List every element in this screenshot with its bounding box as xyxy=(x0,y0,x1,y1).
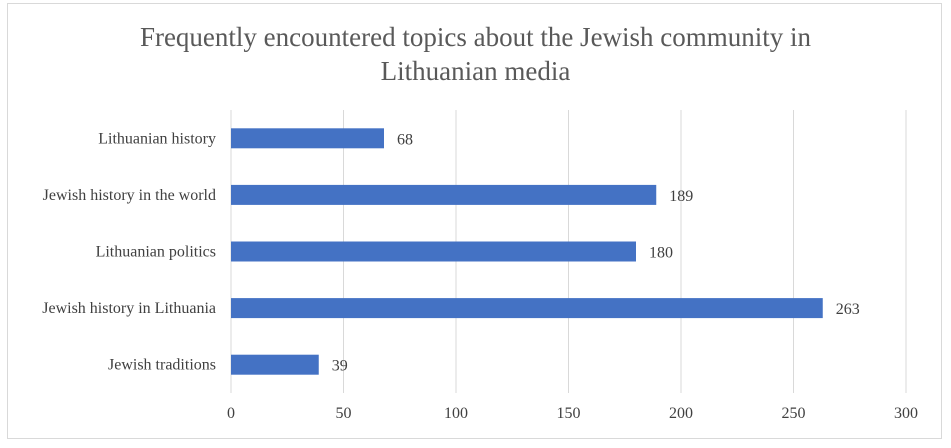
category-label: Jewish history in Lithuania xyxy=(42,300,216,317)
data-label: 180 xyxy=(649,245,673,262)
chart-title-line-2: Lithuanian media xyxy=(380,56,571,86)
data-label: 39 xyxy=(332,358,348,375)
chart-title-line-1: Frequently encountered topics about the … xyxy=(139,22,812,52)
bar xyxy=(231,241,636,262)
chart-title: Frequently encountered topics about the … xyxy=(0,20,951,88)
x-tick-label: 200 xyxy=(669,405,693,422)
bar xyxy=(231,298,823,319)
chart-frame xyxy=(7,3,942,439)
bar xyxy=(231,354,319,375)
x-tick-label: 50 xyxy=(336,405,352,422)
x-tick-label: 150 xyxy=(557,405,581,422)
x-tick-label: 100 xyxy=(444,405,468,422)
x-tick-label: 300 xyxy=(894,405,918,422)
category-label: Lithuanian politics xyxy=(96,244,216,261)
x-tick-label: 0 xyxy=(227,405,235,422)
data-label: 263 xyxy=(836,301,860,318)
category-label: Jewish history in the world xyxy=(43,187,216,204)
data-label: 189 xyxy=(669,188,693,205)
category-label: Lithuanian history xyxy=(98,130,216,147)
x-tick-label: 250 xyxy=(782,405,806,422)
bar xyxy=(231,128,384,149)
data-label: 68 xyxy=(397,131,413,148)
bar xyxy=(231,184,657,205)
category-label: Jewish traditions xyxy=(108,357,216,374)
